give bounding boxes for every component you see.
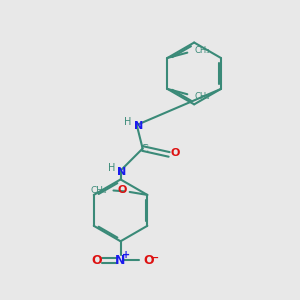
Text: C: C — [140, 143, 148, 154]
Text: N: N — [116, 254, 126, 267]
Text: N: N — [134, 122, 143, 131]
Text: O: O — [170, 148, 180, 158]
Text: O: O — [117, 185, 127, 196]
Text: H: H — [124, 117, 132, 127]
Text: CH₃: CH₃ — [194, 92, 210, 100]
Text: CH₃: CH₃ — [91, 186, 108, 195]
Text: +: + — [122, 250, 130, 260]
Text: −: − — [150, 253, 159, 263]
Text: N: N — [117, 167, 127, 177]
Text: H: H — [108, 163, 116, 173]
Text: O: O — [143, 254, 154, 267]
Text: CH₃: CH₃ — [194, 46, 210, 55]
Text: O: O — [92, 254, 102, 267]
